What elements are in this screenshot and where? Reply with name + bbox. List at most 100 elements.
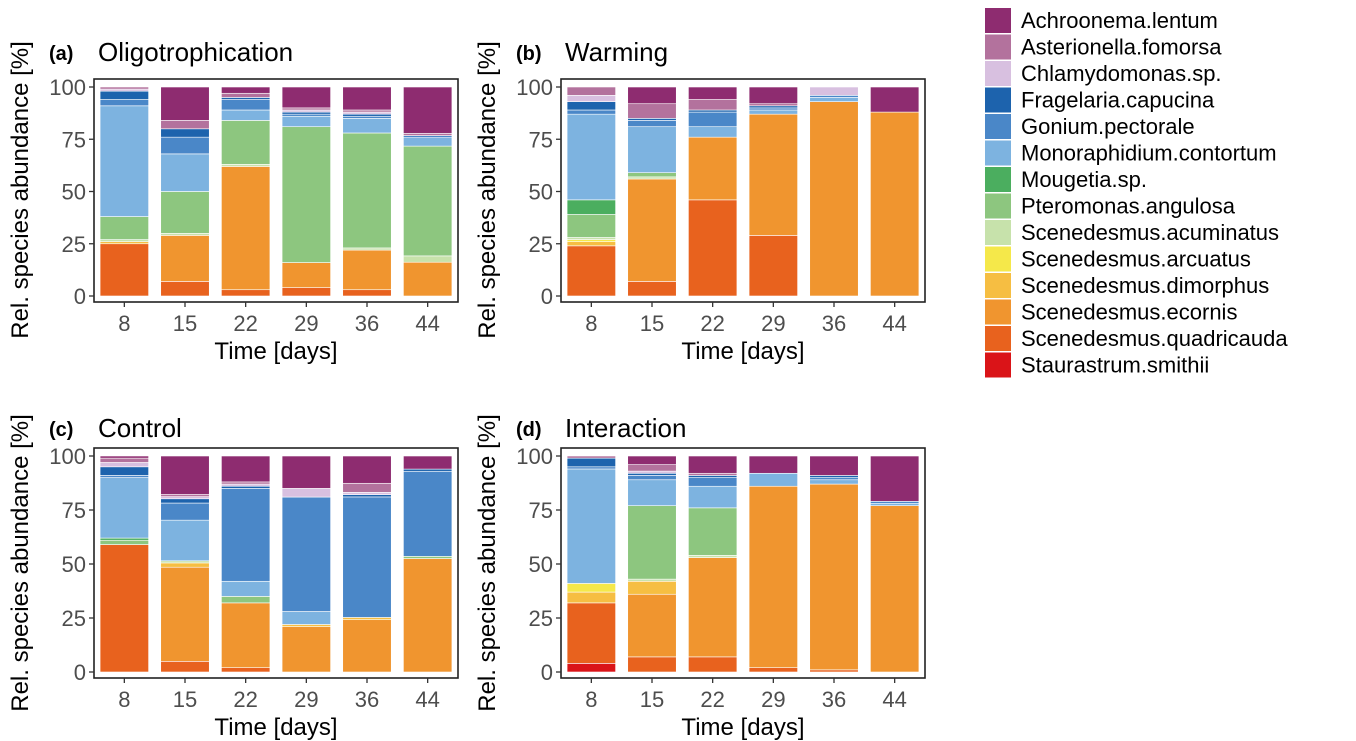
y-tick-label: 75 <box>62 498 86 523</box>
bar-segment <box>160 498 210 504</box>
bar-segment <box>688 507 738 556</box>
legend-label: Fragelaria.capucina <box>1021 88 1215 113</box>
bar-segment <box>160 496 210 500</box>
legend-item: Scenedesmus.arcuatus <box>985 246 1251 272</box>
legend-swatch <box>985 8 1011 33</box>
bar-segment <box>627 464 677 472</box>
bar-segment <box>809 455 859 476</box>
bar-segment <box>281 86 331 109</box>
legend-item: Scenedesmus.quadricauda <box>985 326 1288 351</box>
bar-segment <box>281 626 331 673</box>
legend-label: Pteromonas.angulosa <box>1021 194 1236 219</box>
legend-swatch <box>985 193 1011 219</box>
bar-segment <box>748 105 798 109</box>
bar-segment <box>281 611 331 625</box>
bar-segment <box>160 281 210 297</box>
x-tick-label: 15 <box>640 687 664 712</box>
bar-segment <box>870 111 920 297</box>
bar-segment <box>342 492 392 495</box>
bar-segment <box>627 593 677 658</box>
bars <box>566 455 920 673</box>
bar-segment <box>160 560 210 564</box>
bar-segment <box>221 667 271 673</box>
bar-segment <box>566 241 616 247</box>
bar-segment <box>566 113 616 201</box>
bar-segment <box>281 624 331 627</box>
bar-segment <box>627 578 677 582</box>
bar-segment <box>160 494 210 497</box>
panel-title: Interaction <box>565 413 686 443</box>
bar-segment <box>809 669 859 673</box>
bar-segment <box>221 99 271 111</box>
bars <box>99 455 453 673</box>
legend-label: Asterionella.fomorsa <box>1021 35 1222 60</box>
x-tick-label: 22 <box>700 687 724 712</box>
y-tick-label: 75 <box>529 127 553 152</box>
x-tick-label: 15 <box>640 311 664 336</box>
bar-segment <box>870 503 920 506</box>
bar-segment <box>342 289 392 297</box>
bar-segment <box>403 145 453 257</box>
x-tick-label: 15 <box>173 687 197 712</box>
bar-segment <box>221 92 271 98</box>
x-tick-label: 29 <box>294 311 318 336</box>
bar-segment <box>809 483 859 671</box>
bar-segment <box>281 113 331 117</box>
bar-segment <box>99 216 149 240</box>
bar-segment <box>809 97 859 102</box>
panel-oligotrophication: (a) Oligotrophication 0 25 50 75 100 8 15 22 29 36 4… <box>7 37 459 365</box>
bar-segment <box>627 172 677 178</box>
y-tick-label: 50 <box>529 180 553 205</box>
bar-segment <box>627 656 677 673</box>
bar-segment <box>342 617 392 620</box>
bar-segment <box>221 97 271 100</box>
panel-title: Warming <box>565 37 668 67</box>
bar-segment <box>342 86 392 111</box>
bar-segment <box>99 475 149 478</box>
bar-segment <box>627 472 677 476</box>
bar-segment <box>748 103 798 107</box>
bar-segment <box>688 136 738 201</box>
panel-frame <box>93 78 459 303</box>
bar-segment <box>221 86 271 94</box>
legend-swatch <box>985 220 1011 245</box>
legend-label: Achroonema.lentum <box>1021 8 1218 33</box>
bar-segment <box>221 485 271 489</box>
x-tick-label: 44 <box>415 687 439 712</box>
y-tick-label: 0 <box>541 284 553 309</box>
bar-segment <box>160 86 210 121</box>
panel-letter: (a) <box>49 43 73 65</box>
bar-segment <box>221 580 271 597</box>
bar-segment <box>809 101 859 297</box>
bar-segment <box>566 95 616 102</box>
bar-segment <box>281 126 331 263</box>
bar-segment <box>342 494 392 498</box>
bar-segment <box>99 539 149 545</box>
legend-item: Asterionella.fomorsa <box>985 34 1222 60</box>
bar-segment <box>342 247 392 251</box>
bar-segment <box>160 661 210 673</box>
panel-letter: (d) <box>516 419 542 441</box>
bar-segment <box>342 132 392 249</box>
bar-segment <box>221 596 271 604</box>
bar-segment <box>221 164 271 167</box>
bar-segment <box>688 86 738 100</box>
x-tick-label: 22 <box>233 311 257 336</box>
legend-label: Mougetia.sp. <box>1021 167 1147 192</box>
bar-segment <box>627 580 677 595</box>
bar-segment <box>99 88 149 92</box>
bar-segment <box>809 86 859 96</box>
bar-segment <box>403 468 453 472</box>
bar-segment <box>403 455 453 470</box>
bar-segment <box>748 107 798 111</box>
bar-segment <box>160 455 210 495</box>
bar-segment <box>870 86 920 113</box>
bar-segment <box>809 475 859 478</box>
bar-segment <box>160 120 210 130</box>
x-tick-label: 36 <box>355 687 379 712</box>
y-tick-label: 50 <box>529 552 553 577</box>
bar-segment <box>281 287 331 297</box>
bar-segment <box>342 455 392 484</box>
x-tick-label: 8 <box>118 687 130 712</box>
bar-segment <box>688 126 738 138</box>
